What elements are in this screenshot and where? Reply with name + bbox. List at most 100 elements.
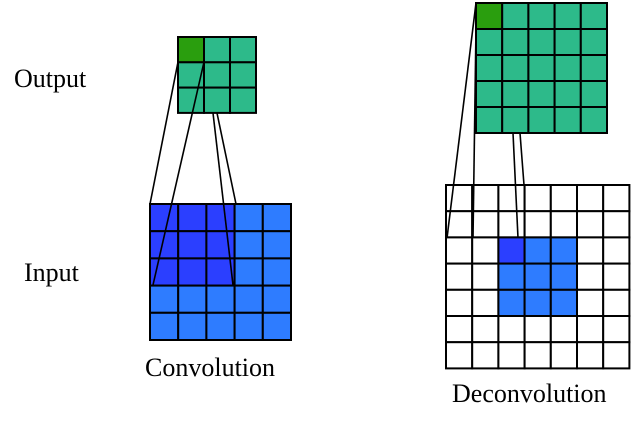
deconv-output-cell	[527, 80, 556, 108]
deconv-output-cell	[553, 80, 582, 108]
deconv-input-cell	[523, 210, 552, 239]
conv-input-cell	[233, 284, 264, 314]
deconv-output-cell	[579, 80, 608, 108]
conv-input-cell	[205, 203, 236, 233]
conv-output-cell	[203, 61, 231, 89]
deconv-input-cell	[602, 184, 631, 213]
deconv-output-cell	[579, 54, 608, 82]
conv-input-cell	[261, 230, 292, 260]
deconv-connector-line	[512, 132, 519, 239]
conv-input-cell	[177, 257, 208, 287]
conv-input-cell	[233, 203, 264, 233]
deconv-input-cell	[445, 288, 474, 317]
conv-input-cell	[177, 230, 208, 260]
conv-connector-line	[216, 112, 237, 205]
output-label: Output	[14, 64, 87, 93]
deconv-input-cell	[576, 315, 605, 344]
deconv-input-cell	[602, 288, 631, 317]
conv-input-cell	[149, 311, 180, 341]
deconv-input-cell	[576, 184, 605, 213]
deconv-input-cell	[471, 236, 500, 265]
conv-output-cell	[177, 86, 205, 114]
conv-input-cell	[177, 284, 208, 314]
deconv-output-cell	[501, 106, 530, 134]
conv-input-cell	[261, 311, 292, 341]
conv-input-cell	[233, 230, 264, 260]
conv-input-cell	[205, 284, 236, 314]
input-label: Input	[24, 258, 79, 287]
deconv-input-cell	[549, 184, 578, 213]
conv-output-cell	[229, 86, 257, 114]
conv-output-cell	[229, 61, 257, 89]
deconv-input-cell	[471, 341, 500, 370]
deconv-input-cell	[602, 341, 631, 370]
conv-input-cell	[149, 203, 180, 233]
conv-output-cell	[203, 86, 231, 114]
conv-input-cell	[205, 230, 236, 260]
deconv-input-cell	[471, 262, 500, 291]
deconv-input-cell	[523, 184, 552, 213]
deconv-input-cell	[471, 184, 500, 213]
deconv-connector-line	[519, 132, 525, 186]
deconv-output-cell	[527, 106, 556, 134]
deconv-input-cell	[602, 236, 631, 265]
conv-connector-line	[152, 61, 205, 286]
conv-input-cell	[149, 284, 180, 314]
conv-connector-line	[149, 61, 179, 205]
deconv-output-cell	[475, 106, 504, 134]
conv-output-cell	[177, 36, 205, 64]
deconv-output-cell	[579, 106, 608, 134]
deconv-input-cell	[445, 341, 474, 370]
conv-input-cell	[177, 311, 208, 341]
deconv-input-cell	[576, 210, 605, 239]
deconv-output-cell	[553, 28, 582, 56]
deconv-input-cell	[576, 288, 605, 317]
conv-input-cell	[233, 257, 264, 287]
deconv-input-cell	[497, 262, 526, 291]
convolution-label: Convolution	[145, 353, 276, 382]
conv-input-cell	[261, 203, 292, 233]
conv-input-cell	[177, 203, 208, 233]
deconv-output-cell	[527, 2, 556, 30]
deconv-input-cell	[549, 288, 578, 317]
deconv-output-cell	[553, 54, 582, 82]
deconv-output-cell	[501, 2, 530, 30]
deconv-input-cell	[497, 288, 526, 317]
deconv-output-cell	[553, 106, 582, 134]
deconv-input-cell	[523, 315, 552, 344]
deconv-input-cell	[549, 341, 578, 370]
deconv-output-cell	[501, 54, 530, 82]
deconv-output-cell	[475, 28, 504, 56]
deconv-input-cell	[497, 315, 526, 344]
deconv-input-cell	[602, 315, 631, 344]
deconv-input-cell	[497, 236, 526, 265]
deconv-connector-line	[472, 26, 477, 239]
conv-input-cell	[261, 257, 292, 287]
deconv-output-cell	[475, 54, 504, 82]
deconv-output-cell	[475, 80, 504, 108]
conv-output-cell	[229, 36, 257, 64]
deconv-input-cell	[497, 210, 526, 239]
deconv-input-cell	[602, 262, 631, 291]
deconv-input-cell	[523, 288, 552, 317]
deconv-input-cell	[445, 236, 474, 265]
deconv-output-cell	[475, 2, 504, 30]
deconv-input-cell	[471, 288, 500, 317]
deconv-input-cell	[497, 341, 526, 370]
deconv-input-cell	[549, 262, 578, 291]
deconv-output-cell	[501, 28, 530, 56]
conv-input-cell	[205, 311, 236, 341]
deconv-input-cell	[576, 341, 605, 370]
deconv-output-cell	[527, 28, 556, 56]
deconv-input-cell	[445, 184, 474, 213]
deconv-input-cell	[523, 236, 552, 265]
conv-output-cell	[203, 36, 231, 64]
conv-input-cell	[261, 284, 292, 314]
deconv-output-cell	[527, 54, 556, 82]
conv-input-cell	[233, 311, 264, 341]
deconv-input-cell	[576, 236, 605, 265]
conv-output-cell	[177, 61, 205, 89]
deconv-output-cell	[553, 2, 582, 30]
